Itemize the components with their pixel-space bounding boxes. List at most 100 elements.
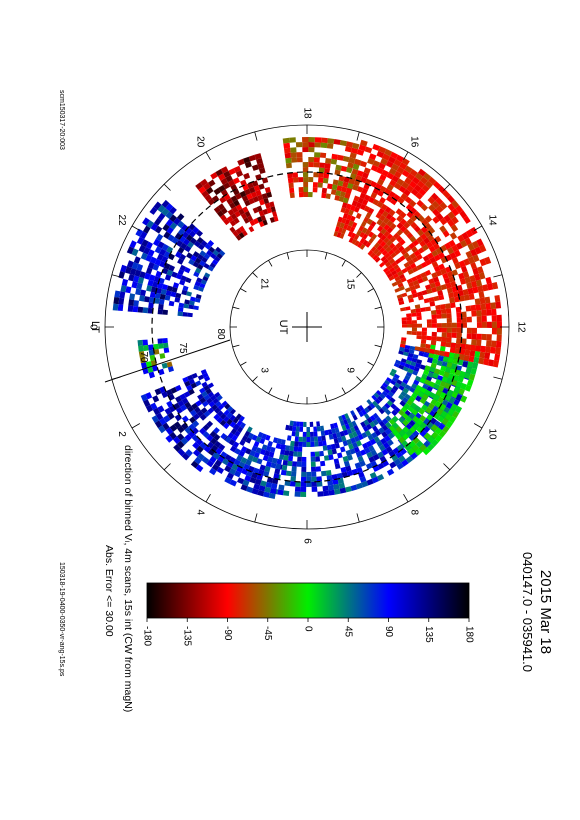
- velocity-cell: [213, 413, 220, 421]
- velocity-cell: [361, 432, 368, 439]
- velocity-cell: [416, 236, 424, 244]
- velocity-cell: [165, 290, 172, 297]
- velocity-cell: [463, 258, 471, 266]
- velocity-cell: [419, 364, 426, 370]
- velocity-cell: [362, 233, 369, 240]
- velocity-cell: [184, 245, 192, 253]
- velocity-cell: [495, 301, 502, 309]
- velocity-cell: [398, 385, 405, 391]
- velocity-cell: [344, 192, 351, 199]
- velocity-cell: [471, 333, 477, 340]
- velocity-cell: [420, 339, 427, 344]
- velocity-cell: [399, 225, 407, 233]
- velocity-cell: [361, 409, 367, 416]
- velocity-cell: [476, 322, 482, 328]
- velocity-cell: [264, 466, 271, 473]
- velocity-cell: [199, 441, 207, 450]
- velocity-cell: [199, 397, 207, 404]
- velocity-cell: [165, 427, 174, 435]
- velocity-cell: [166, 226, 174, 235]
- velocity-cell: [118, 297, 125, 305]
- velocity-cell: [186, 384, 193, 392]
- velocity-cell: [161, 208, 170, 216]
- velocity-cell: [217, 404, 225, 411]
- velocity-cell: [456, 284, 463, 292]
- velocity-cell: [434, 427, 443, 435]
- velocity-cell: [411, 312, 417, 317]
- velocity-cell: [192, 441, 200, 450]
- velocity-cell: [200, 369, 207, 375]
- velocity-cell: [199, 283, 206, 289]
- velocity-cell: [394, 287, 401, 293]
- velocity-cell: [242, 479, 250, 487]
- velocity-cell: [203, 394, 211, 401]
- velocity-cell: [450, 224, 459, 233]
- velocity-cell: [445, 420, 453, 429]
- velocity-cell: [163, 231, 171, 239]
- velocity-cell: [226, 197, 234, 205]
- velocity-cell: [458, 272, 465, 280]
- velocity-cell: [419, 377, 426, 384]
- velocity-cell: [422, 276, 429, 282]
- velocity-cell: [460, 239, 468, 248]
- velocity-cell: [451, 363, 458, 370]
- velocity-cell: [280, 469, 287, 476]
- velocity-cell: [459, 348, 466, 355]
- velocity-cell: [412, 266, 419, 273]
- velocity-cell: [265, 461, 272, 468]
- velocity-cell: [377, 462, 385, 470]
- velocity-cell: [204, 375, 211, 382]
- colorbar-tick-label: 45: [343, 626, 354, 638]
- velocity-cell: [155, 287, 162, 294]
- velocity-cell: [415, 308, 421, 313]
- velocity-cell: [278, 484, 285, 491]
- velocity-cell: [411, 444, 420, 452]
- velocity-cell: [129, 293, 136, 301]
- velocity-cell: [496, 321, 502, 328]
- velocity-cell: [243, 463, 250, 471]
- velocity-cell: [387, 391, 395, 398]
- velocity-cell: [246, 426, 253, 433]
- velocity-cell: [171, 286, 178, 293]
- velocity-cell: [345, 187, 352, 194]
- velocity-cell: [311, 481, 317, 487]
- velocity-cell: [450, 281, 457, 288]
- velocity-cell: [492, 360, 499, 368]
- velocity-cell: [258, 485, 266, 492]
- velocity-cell: [400, 358, 407, 364]
- velocity-cell: [348, 157, 356, 164]
- velocity-cell: [426, 443, 435, 452]
- velocity-cell: [420, 203, 429, 212]
- velocity-cell: [159, 293, 166, 300]
- velocity-cell: [231, 434, 238, 442]
- velocity-cell: [207, 179, 216, 187]
- velocity-cell: [446, 337, 452, 343]
- velocity-cell: [241, 195, 249, 202]
- velocity-cell: [398, 394, 405, 401]
- velocity-cell: [337, 477, 344, 484]
- velocity-cell: [242, 206, 249, 213]
- velocity-cell: [342, 181, 349, 188]
- velocity-cell: [196, 410, 204, 418]
- velocity-cell: [346, 428, 353, 435]
- velocity-cell: [220, 413, 227, 420]
- velocity-cell: [433, 295, 440, 302]
- velocity-cell: [484, 296, 491, 304]
- velocity-cell: [310, 451, 316, 457]
- velocity-cell: [406, 278, 413, 284]
- velocity-cell: [220, 207, 228, 215]
- velocity-cell: [485, 302, 492, 310]
- velocity-cell: [448, 239, 456, 248]
- velocity-cell: [426, 335, 432, 341]
- velocity-cell: [226, 215, 234, 223]
- velocity-cell: [382, 217, 390, 225]
- velocity-cell: [395, 432, 402, 440]
- velocity-cell: [237, 477, 245, 485]
- velocity-cell: [137, 339, 143, 347]
- velocity-cell: [368, 196, 375, 204]
- velocity-cell: [155, 270, 162, 278]
- velocity-cell: [474, 246, 482, 255]
- velocity-cell: [428, 176, 437, 185]
- velocity-cell: [184, 434, 192, 442]
- velocity-cell: [183, 303, 190, 309]
